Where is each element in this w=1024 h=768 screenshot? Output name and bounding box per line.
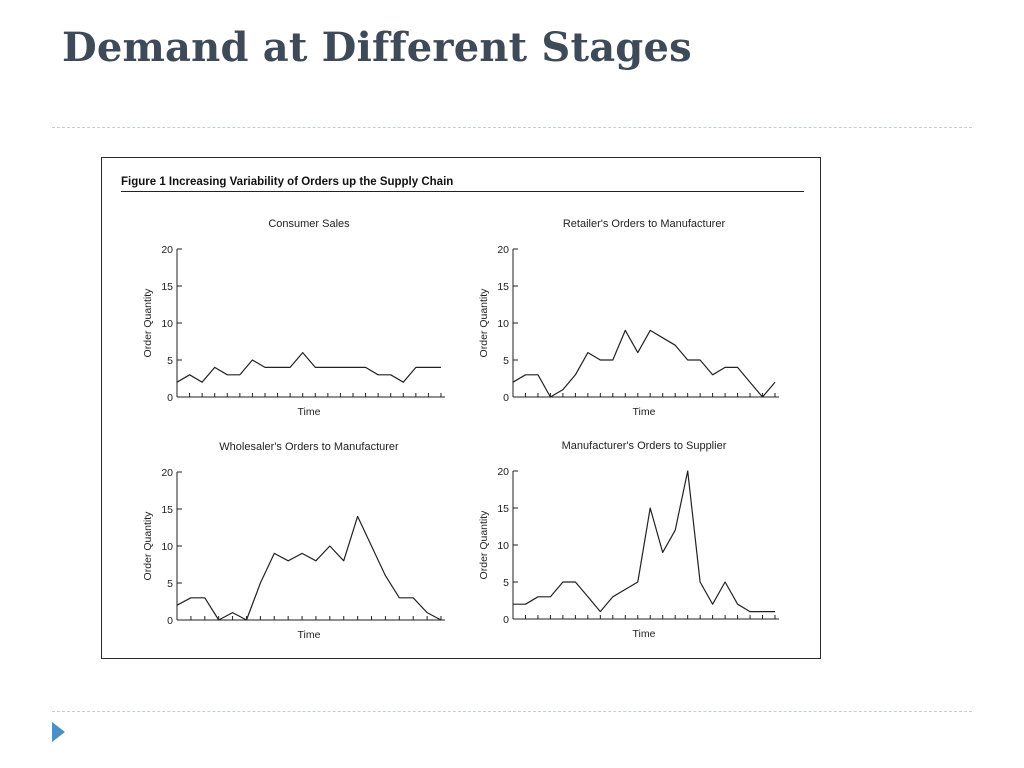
y-tick-label: 5 <box>167 578 173 590</box>
y-tick-label: 15 <box>497 503 509 515</box>
y-tick-label: 20 <box>497 466 509 478</box>
y-tick-label: 0 <box>503 614 509 626</box>
series-line <box>512 329 776 398</box>
y-tick-label: 5 <box>503 577 509 589</box>
y-tick-label: 0 <box>167 392 173 404</box>
panel-title: Consumer Sales <box>268 218 350 230</box>
panel-title: Wholesaler's Orders to Manufacturer <box>219 441 399 453</box>
y-tick-label: 20 <box>497 244 509 256</box>
x-axis-label: Time <box>633 628 656 640</box>
triangle-bullet-icon <box>52 722 65 742</box>
y-tick-label: 10 <box>161 541 173 553</box>
y-axis-label: Order Quantity <box>478 510 490 580</box>
series-line <box>513 470 775 613</box>
bottom-divider <box>52 711 972 712</box>
panel-title: Retailer's Orders to Manufacturer <box>563 218 726 230</box>
y-tick-label: 15 <box>497 281 509 293</box>
y-tick-label: 5 <box>167 355 173 367</box>
x-axis-label: Time <box>633 406 656 418</box>
slide-title: Demand at Different Stages <box>62 24 692 71</box>
caption-rule <box>121 191 804 192</box>
y-tick-label: 10 <box>497 540 509 552</box>
y-tick-label: 10 <box>161 318 173 330</box>
y-tick-label: 0 <box>503 392 509 404</box>
figure-frame: Figure 1 Increasing Variability of Order… <box>101 157 821 659</box>
y-tick-label: 5 <box>503 355 509 367</box>
x-axis-label: Time <box>298 406 321 418</box>
y-tick-label: 15 <box>161 281 173 293</box>
y-tick-label: 15 <box>161 504 173 516</box>
series-line <box>176 352 441 383</box>
charts-canvas: Consumer Sales 0 5 10 15 20 Time Order Quantity… <box>142 218 779 641</box>
y-axis-label: Order Quantity <box>478 288 490 358</box>
top-divider <box>52 127 972 128</box>
y-axis-label: Order Quantity <box>142 288 154 358</box>
series-line <box>176 515 442 621</box>
y-axis-label: Order Quantity <box>142 511 154 581</box>
figure-caption: Figure 1 Increasing Variability of Order… <box>121 176 454 188</box>
y-tick-label: 0 <box>167 615 173 627</box>
y-tick-label: 20 <box>161 467 173 479</box>
y-tick-label: 20 <box>161 244 173 256</box>
x-axis-label: Time <box>298 629 321 641</box>
panel-title: Manufacturer's Orders to Supplier <box>562 440 727 452</box>
y-tick-label: 10 <box>497 318 509 330</box>
